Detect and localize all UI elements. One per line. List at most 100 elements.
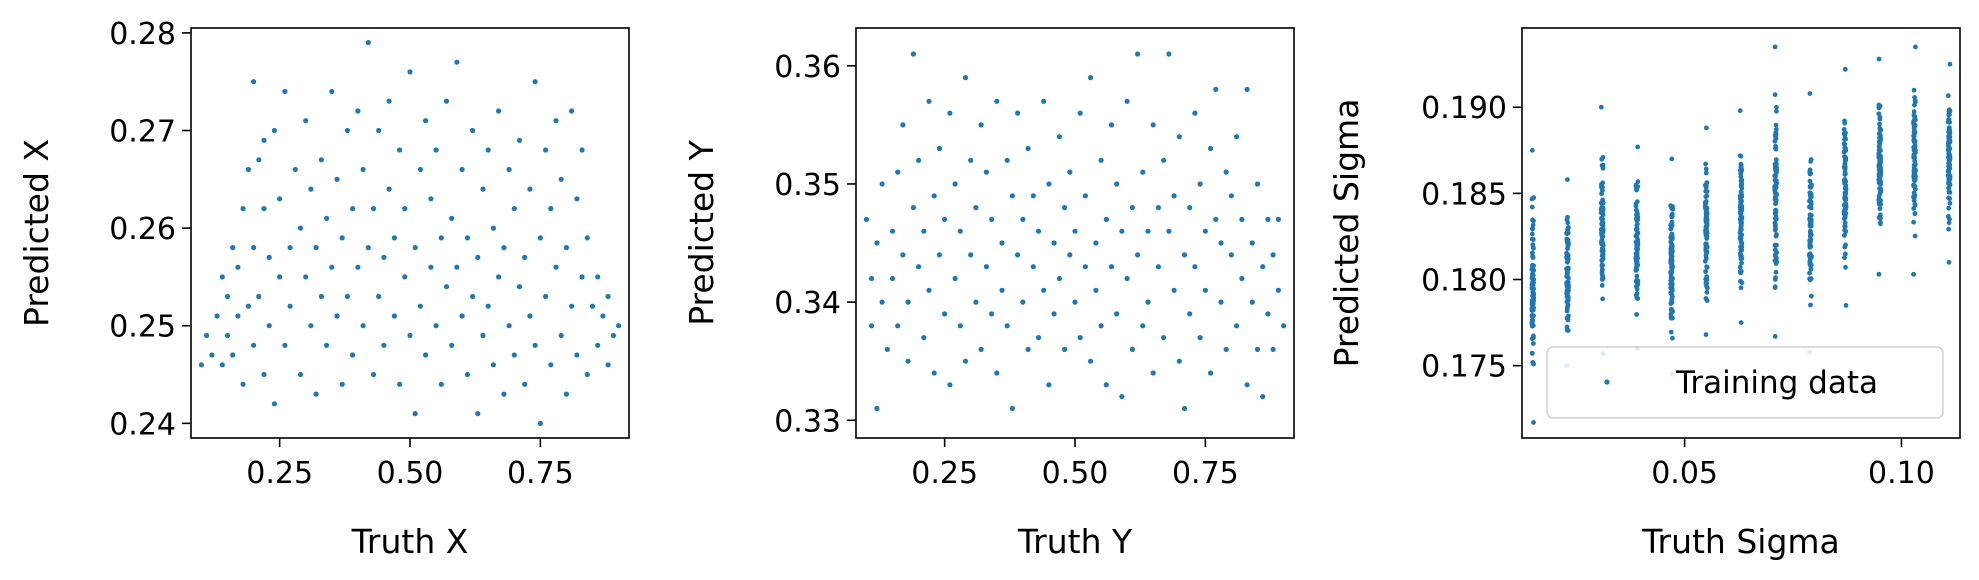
- data-point: [1738, 220, 1744, 226]
- data-point: [1807, 241, 1813, 247]
- data-point: [957, 323, 963, 329]
- data-point: [942, 216, 948, 222]
- data-point: [1564, 315, 1570, 321]
- data-point: [449, 342, 455, 348]
- data-point: [1566, 275, 1571, 281]
- data-point: [1911, 133, 1916, 139]
- data-point: [1140, 323, 1146, 329]
- data-point: [1807, 215, 1813, 221]
- plot-frame: [1521, 27, 1961, 439]
- x-tick-label: 0.25: [246, 456, 313, 491]
- y-axis-label: Predicted Y: [682, 139, 721, 325]
- data-point: [407, 332, 413, 339]
- data-point: [1067, 252, 1073, 258]
- data-point: [412, 411, 418, 417]
- x-tick-label: 0.10: [1868, 456, 1935, 491]
- data-point: [1208, 145, 1214, 152]
- data-point: [1669, 279, 1674, 284]
- data-point: [983, 169, 990, 175]
- data-point: [553, 264, 559, 270]
- data-point: [1254, 346, 1261, 352]
- data-point: [968, 252, 974, 258]
- data-point: [543, 293, 549, 300]
- data-point: [485, 147, 491, 153]
- data-point: [1738, 205, 1743, 211]
- data-point: [595, 274, 601, 280]
- legend: Training data: [1546, 346, 1944, 419]
- data-point: [1530, 226, 1535, 232]
- data-point: [1249, 240, 1255, 246]
- x-tick-label: 0.75: [507, 456, 574, 491]
- data-point: [355, 108, 361, 114]
- data-point: [1945, 214, 1951, 219]
- data-point: [1773, 201, 1778, 207]
- data-point: [1911, 198, 1917, 204]
- data-point: [1912, 144, 1918, 150]
- data-point: [230, 245, 236, 251]
- data-point: [1704, 232, 1710, 238]
- data-point: [1737, 230, 1743, 236]
- data-point: [1634, 199, 1640, 205]
- data-point: [1842, 137, 1848, 143]
- data-point: [1772, 183, 1778, 189]
- data-point: [1912, 158, 1918, 164]
- data-point: [386, 98, 392, 104]
- y-tick-label: 0.26: [109, 212, 176, 247]
- data-point: [516, 284, 523, 290]
- data-point: [1181, 405, 1188, 412]
- data-point: [1530, 318, 1536, 324]
- data-point: [895, 323, 901, 329]
- data-point: [433, 147, 439, 153]
- data-point: [1529, 351, 1535, 356]
- data-point: [1703, 200, 1708, 206]
- data-point: [973, 299, 979, 305]
- data-point: [931, 193, 937, 199]
- data-point: [1773, 207, 1778, 213]
- data-point: [1234, 323, 1240, 329]
- data-point: [1140, 169, 1146, 175]
- data-point: [563, 245, 570, 251]
- data-point: [1187, 311, 1193, 317]
- data-point: [1176, 134, 1182, 140]
- data-point: [589, 303, 596, 309]
- data-point: [1062, 205, 1068, 211]
- data-point: [1772, 252, 1778, 258]
- data-point: [605, 362, 611, 368]
- data-point: [271, 127, 277, 134]
- data-point: [543, 147, 549, 153]
- data-point: [1265, 216, 1271, 222]
- data-point: [1773, 242, 1778, 248]
- data-point: [1025, 145, 1031, 152]
- data-point: [1530, 273, 1536, 278]
- data-point: [1703, 243, 1709, 249]
- panel-truth-sigma: 0.05 0.10 0.175 0.180 0.185 0.190 Truth Sigm…: [1327, 27, 1961, 561]
- data-point: [438, 235, 444, 241]
- data-point: [501, 245, 507, 251]
- data-point: [1877, 179, 1882, 185]
- data-point: [1876, 198, 1882, 204]
- data-point: [209, 352, 215, 358]
- data-point: [569, 303, 575, 309]
- data-point: [1634, 217, 1640, 223]
- data-point: [1088, 75, 1094, 81]
- data-point: [1176, 358, 1182, 364]
- data-point: [1843, 130, 1848, 136]
- data-point: [1947, 190, 1953, 195]
- data-point: [381, 342, 387, 348]
- data-point: [1878, 127, 1884, 133]
- data-point: [1669, 298, 1674, 304]
- data-point: [1067, 169, 1073, 175]
- data-point: [910, 205, 917, 211]
- x-tick-label: 0.25: [911, 456, 978, 491]
- data-point: [1946, 109, 1952, 114]
- data-point: [1124, 275, 1130, 282]
- legend-label: Training data: [1675, 365, 1878, 401]
- data-point: [1842, 177, 1848, 182]
- data-point: [1807, 237, 1813, 243]
- data-point: [1842, 244, 1848, 250]
- data-point: [1772, 162, 1778, 168]
- data-point: [1912, 173, 1918, 178]
- data-point: [360, 323, 366, 329]
- data-point: [1062, 346, 1068, 352]
- data-point: [916, 264, 922, 270]
